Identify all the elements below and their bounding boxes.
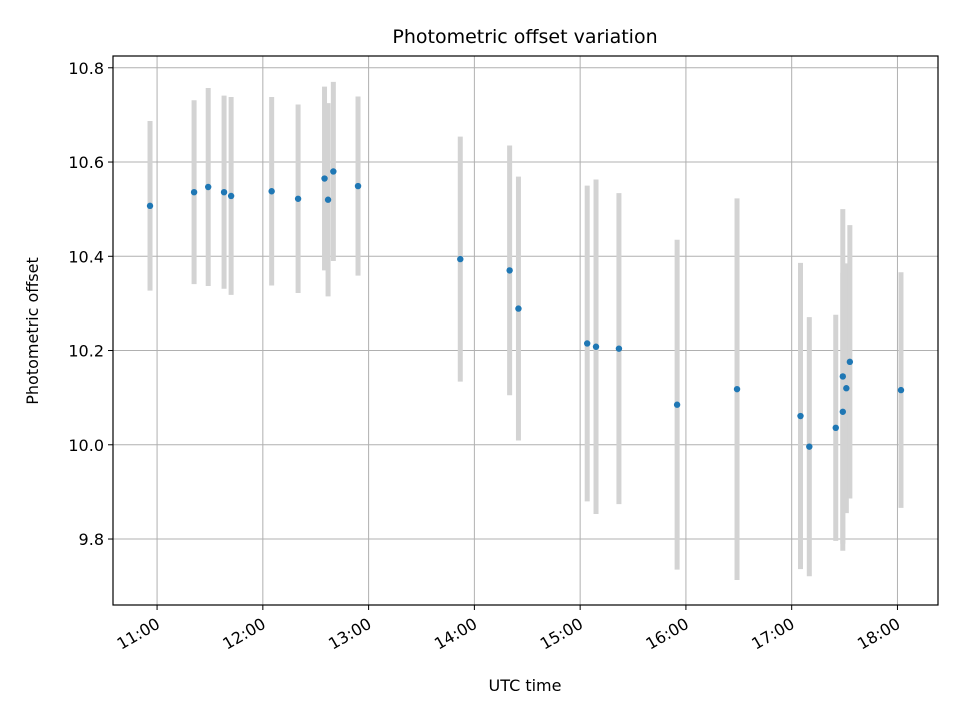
data-point	[227, 192, 235, 200]
y-tick-label: 10.8	[68, 59, 104, 78]
x-tick-label: 13:00	[325, 614, 374, 654]
data-point	[839, 408, 847, 415]
x-axis-label: UTC time	[489, 676, 562, 695]
x-tick-label: 17:00	[748, 614, 797, 654]
data-point	[515, 305, 522, 312]
data-point	[797, 412, 804, 420]
data-point	[204, 183, 212, 191]
x-tick-label: 15:00	[537, 614, 586, 654]
data-point	[843, 385, 850, 392]
data-point	[846, 358, 854, 366]
data-point	[190, 188, 198, 196]
chart-title: Photometric offset variation	[392, 26, 657, 48]
data-point	[330, 168, 337, 175]
x-axis: 11:00 12:00 13:00 14:00 15:00 16:00 17:00 18:00	[114, 605, 903, 654]
plot-frame	[112, 55, 939, 606]
data-point	[673, 401, 681, 408]
x-tick-label: 11:00	[114, 614, 163, 654]
y-tick-label: 10.4	[68, 247, 104, 266]
data-point	[321, 175, 328, 182]
grid-lines	[113, 56, 938, 605]
data-point	[592, 343, 600, 350]
data-point	[294, 195, 302, 202]
y-axis-label: Photometric offset	[23, 257, 42, 405]
x-tick-label: 18:00	[854, 614, 903, 654]
y-tick-label: 9.8	[79, 530, 104, 549]
y-tick-label: 10.0	[68, 436, 104, 455]
data-point	[583, 340, 591, 347]
data-point	[324, 196, 332, 203]
y-tick-label: 10.6	[68, 153, 104, 172]
y-tick-label: 10.2	[68, 342, 104, 361]
data-point	[832, 424, 839, 432]
data-point	[615, 345, 623, 352]
data-point	[268, 188, 275, 195]
data-point	[806, 443, 813, 450]
data-point	[839, 373, 847, 380]
data-point	[733, 385, 741, 393]
data-points	[146, 168, 905, 450]
x-tick-label: 12:00	[219, 614, 268, 654]
y-axis: 9.8 10.0 10.2 10.4 10.6 10.8	[68, 59, 113, 549]
x-tick-label: 16:00	[642, 614, 691, 654]
data-point	[220, 188, 228, 196]
data-point	[897, 386, 905, 394]
data-point	[457, 255, 464, 263]
x-tick-label: 14:00	[431, 614, 480, 654]
data-point	[146, 202, 154, 210]
data-point	[354, 182, 362, 190]
data-point	[506, 267, 513, 274]
